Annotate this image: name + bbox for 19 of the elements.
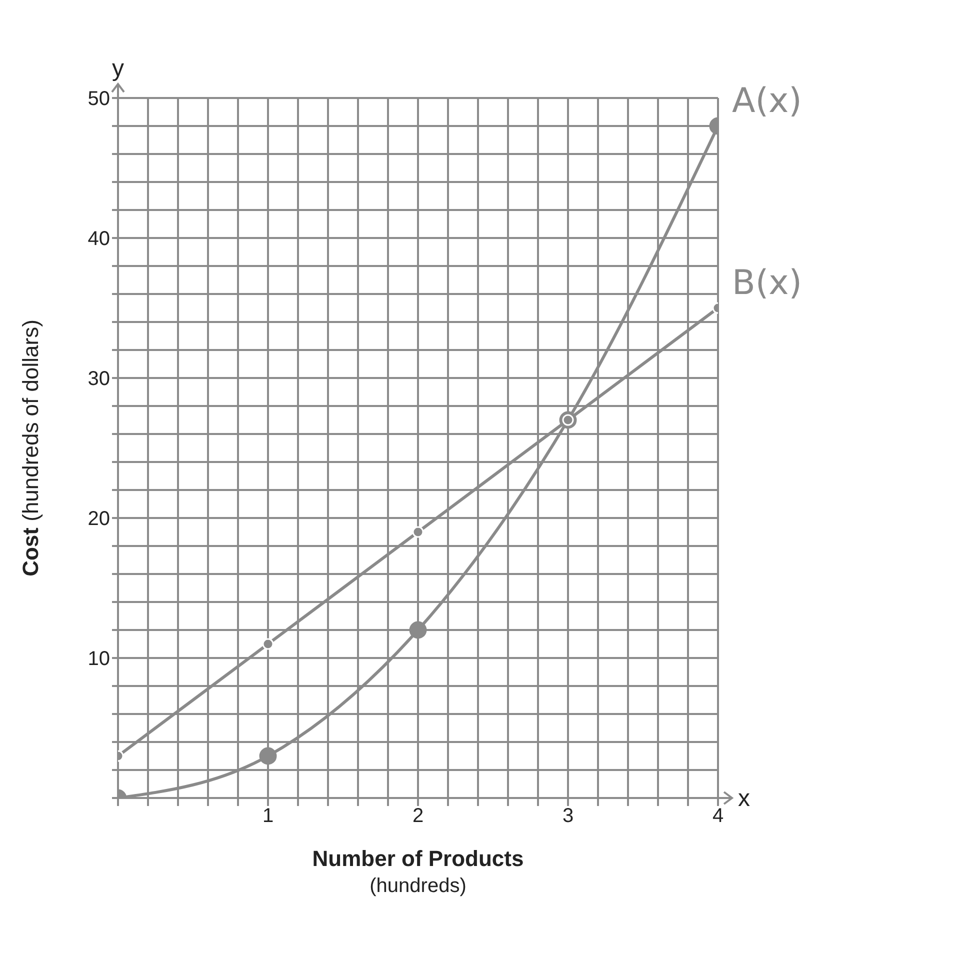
text: y: [112, 55, 124, 82]
x-tick-label: 2: [412, 805, 424, 828]
y-axis-title: Cost (hundreds of dollars): [18, 320, 43, 576]
x-tick-label: 4: [712, 805, 724, 828]
point: [262, 638, 274, 650]
x-tick-label: 1: [262, 805, 274, 828]
point: [409, 621, 427, 639]
series-label: B(x): [732, 263, 802, 303]
x-tick-label: 3: [562, 805, 574, 828]
y-tick-label: 50: [88, 88, 110, 110]
x-axis-title: Number of Products (hundreds): [312, 846, 524, 897]
y-tick-label: 10: [88, 648, 110, 670]
text: x: [738, 785, 750, 812]
y-tick-label: 20: [88, 508, 110, 530]
series-label: A(x): [732, 81, 802, 121]
y-tick-label: 40: [88, 228, 110, 250]
y-tick-label: 30: [88, 368, 110, 390]
point: [412, 526, 424, 538]
point: [259, 747, 277, 765]
